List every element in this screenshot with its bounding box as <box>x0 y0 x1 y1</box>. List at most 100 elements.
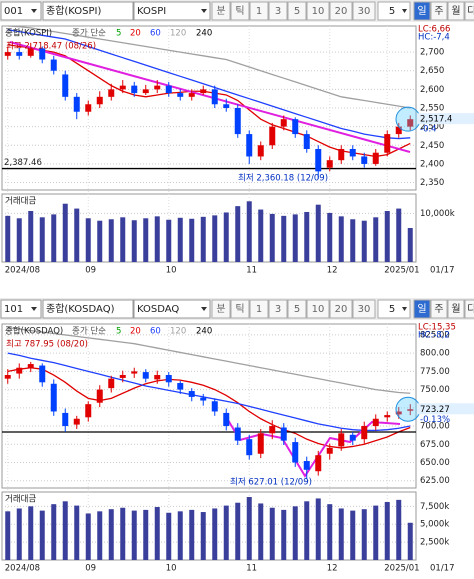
period-value: 5 <box>389 304 395 315</box>
period-button[interactable] <box>287 1 307 21</box>
volume-bar <box>304 211 310 262</box>
volume-bar <box>85 513 91 560</box>
tab[interactable] <box>447 1 465 21</box>
legend-item: 240 <box>196 327 212 337</box>
candle-body <box>280 427 287 441</box>
code: 101 <box>4 304 23 315</box>
candle-body <box>234 108 241 135</box>
candle-body <box>177 383 184 390</box>
lc-label: LC:15,35 <box>418 323 456 333</box>
period-button[interactable] <box>306 299 330 319</box>
period-button[interactable] <box>211 1 231 21</box>
field-box[interactable] <box>133 1 211 21</box>
volume-bar <box>39 510 45 560</box>
candle-body <box>177 93 184 97</box>
volume-bar <box>166 512 172 560</box>
code-box[interactable] <box>0 299 42 319</box>
highlight-circle <box>395 106 421 132</box>
tab[interactable] <box>430 1 448 21</box>
period-button-label: 20 <box>335 304 348 315</box>
candle-body <box>62 74 69 97</box>
candle-body <box>27 364 34 368</box>
candle-body <box>246 134 253 157</box>
volume-bar <box>246 201 252 262</box>
period-button-label: 분 <box>216 303 225 315</box>
period-button[interactable] <box>268 299 288 319</box>
tab[interactable] <box>413 1 431 21</box>
candle-body <box>131 85 138 94</box>
tab[interactable] <box>430 299 448 319</box>
tab[interactable] <box>447 299 465 319</box>
dropdown-arrow <box>402 307 407 311</box>
volume-bar <box>292 214 298 262</box>
period-button[interactable] <box>329 1 353 21</box>
volume-bar <box>28 506 34 560</box>
candle-body <box>50 59 57 71</box>
period-button-label: 5 <box>294 304 300 315</box>
volume-bar <box>212 215 218 262</box>
candle-body <box>200 89 207 94</box>
period-button[interactable] <box>249 1 269 21</box>
candle-body <box>131 371 138 374</box>
last-date: 01/17 <box>430 564 455 574</box>
volume-tick-label: 10,000k <box>420 209 455 219</box>
volume-bar <box>327 504 333 560</box>
volume-bar <box>258 209 264 262</box>
volume-bar <box>16 218 22 262</box>
y-tick-label: 2,450 <box>420 141 444 151</box>
period-button[interactable] <box>249 299 269 319</box>
period-button[interactable] <box>211 299 231 319</box>
candle-body <box>361 156 368 164</box>
legend-item: 5 <box>116 29 121 39</box>
code-box[interactable] <box>0 1 42 21</box>
moving-average <box>7 29 411 140</box>
volume-bar <box>85 218 91 262</box>
volume-bar <box>143 509 149 560</box>
period-button[interactable] <box>329 299 353 319</box>
dropdown-arrow <box>402 9 407 13</box>
period-button-label: 3 <box>275 304 281 315</box>
change-value: -0.13% <box>420 415 450 425</box>
x-tick-label: 09 <box>85 564 96 574</box>
volume-bar <box>304 501 310 560</box>
tab-label: 다음 <box>467 303 474 315</box>
period-button[interactable] <box>287 299 307 319</box>
current-box <box>417 113 474 125</box>
period-value: 5 <box>389 6 395 17</box>
trend-line <box>9 41 411 153</box>
period-button-label: 30 <box>358 6 371 17</box>
period-button-label: 30 <box>358 304 371 315</box>
field: KOSPI <box>137 6 166 17</box>
period-select[interactable] <box>377 1 411 21</box>
tab[interactable] <box>464 1 474 21</box>
volume-bar <box>131 220 137 262</box>
volume-tick-label: 7,500k <box>420 502 449 512</box>
volume-tick-label: 2,500k <box>420 538 449 548</box>
tab[interactable] <box>413 299 431 319</box>
volume-bar <box>108 509 114 560</box>
volume-bar <box>235 502 241 560</box>
volume-bar <box>5 511 11 560</box>
volume-bar <box>120 217 126 262</box>
candle-body <box>361 426 368 440</box>
period-select[interactable] <box>377 299 411 319</box>
field-box[interactable] <box>133 299 211 319</box>
period-button[interactable] <box>268 1 288 21</box>
moving-average <box>7 25 411 109</box>
candle-body <box>4 52 11 56</box>
volume-bar <box>281 215 287 262</box>
period-button-label: 20 <box>335 6 348 17</box>
period-button[interactable] <box>352 299 376 319</box>
period-button[interactable] <box>306 1 330 21</box>
period-button-label: 10 <box>312 6 325 17</box>
candle-body <box>234 427 241 441</box>
tab[interactable] <box>464 299 474 319</box>
period-button[interactable] <box>230 1 250 21</box>
low-note: 최저 2,360.18 (12/09) <box>238 173 328 184</box>
candle-body <box>211 89 218 105</box>
period-button[interactable] <box>230 299 250 319</box>
name: 종합(KOSPI) <box>46 5 102 17</box>
legend-item: 120 <box>170 327 186 337</box>
period-button-label: 1 <box>256 304 262 315</box>
period-button[interactable] <box>352 1 376 21</box>
